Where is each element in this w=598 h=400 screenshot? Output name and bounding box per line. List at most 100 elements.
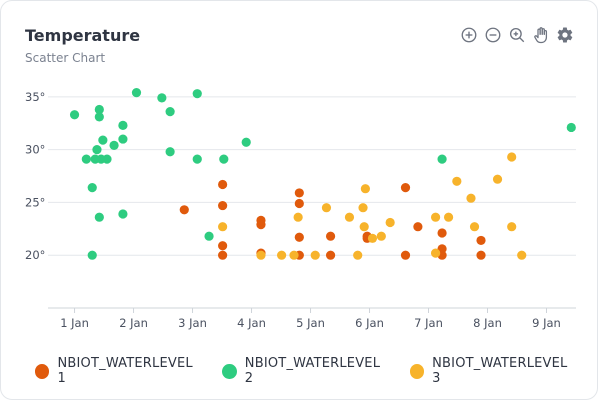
data-point-series-2 [192,154,202,164]
data-point-series-3 [277,250,287,260]
x-tick-label: 5 Jan [296,316,325,330]
data-point-series-1 [476,250,486,260]
data-point-series-3 [469,222,480,232]
data-point-series-3 [293,212,303,222]
x-tick-label: 3 Jan [178,316,207,330]
data-point-series-3 [443,212,454,222]
data-point-series-3 [376,231,386,241]
data-point-series-3 [492,174,503,184]
data-point-series-1 [218,241,228,251]
data-point-series-2 [219,154,229,164]
data-point-series-1 [437,244,447,254]
data-point-series-2 [92,145,102,155]
chart-legend: NBIOT_WATERLEVEL 1 NBIOT_WATERLEVEL 2 NBIO… [35,356,597,386]
y-tick-label: 25° [25,195,45,209]
data-point-series-2 [192,89,202,99]
data-point-series-3 [358,203,368,213]
x-tick-label: 9 Jan [532,316,561,330]
data-point-series-3 [360,184,370,194]
data-point-series-2 [131,88,142,98]
data-point-series-1 [256,219,266,230]
data-point-series-3 [466,193,476,203]
data-point-series-2 [165,107,175,117]
data-point-series-2 [118,134,128,144]
data-point-series-1 [218,250,228,260]
data-point-series-1 [179,205,189,215]
legend-marker [35,363,50,379]
data-point-series-2 [118,209,128,219]
data-point-series-1 [437,228,447,238]
y-tick-label: 20° [25,248,45,262]
scatter-plot: 20° 25° 30° 35° 1 Jan 2 Jan 3 Jan 4 Jan 5 Jan 6 J… [25,88,576,330]
pan-hand-icon[interactable] [529,23,553,47]
data-point-series-1 [218,200,228,211]
legend-item-series-2[interactable]: NBIOT_WATERLEVEL 2 [222,356,387,386]
data-point-series-2 [165,147,175,157]
data-point-series-3 [507,222,517,232]
data-point-series-2 [94,212,104,222]
y-tick-label: 30° [25,143,45,157]
data-point-series-1 [294,188,304,198]
legend-label: NBIOT_WATERLEVEL 2 [244,356,381,386]
legend-label: NBIOT_WATERLEVEL 3 [432,356,568,386]
data-point-series-3 [310,250,320,260]
x-tick-label: 6 Jan [355,316,384,330]
data-point-series-2 [94,112,104,122]
x-tick-label: 1 Jan [60,316,89,330]
data-point-series-3 [507,152,517,162]
data-point-series-3 [218,222,228,232]
chart-toolbar [457,23,577,47]
chart-subtitle: Scatter Chart [25,51,106,65]
data-point-series-3 [289,250,299,260]
data-point-series-2 [118,120,128,130]
reset-zoom-icon[interactable] [505,23,529,47]
data-point-series-2 [204,231,214,241]
data-point-series-3 [321,203,332,213]
data-point-series-2 [102,154,112,164]
data-point-series-3 [385,217,395,228]
data-point-series-2 [94,104,104,115]
data-point-series-1 [400,183,411,193]
legend-marker [222,363,237,379]
data-point-series-3 [367,233,378,243]
settings-gear-icon[interactable] [553,23,577,47]
data-point-series-2 [437,154,447,164]
data-point-series-2 [98,135,108,145]
data-point-series-3 [353,250,363,260]
y-tick-label: 35° [25,90,45,104]
data-point-series-3 [344,212,355,222]
legend-marker [409,363,425,379]
legend-label: NBIOT_WATERLEVEL 1 [57,356,193,386]
data-point-series-1 [476,235,486,246]
chart-title: Temperature [25,26,141,45]
x-tick-label: 2 Jan [119,316,148,330]
x-tick-label: 4 Jan [237,316,266,330]
data-point-series-3 [430,212,441,222]
data-point-series-2 [69,110,80,120]
data-point-series-2 [87,250,97,260]
data-point-series-2 [109,140,119,151]
data-point-series-3 [452,176,462,186]
data-point-series-3 [517,250,527,260]
data-point-series-3 [256,250,266,260]
x-tick-label: 8 Jan [473,316,502,330]
data-point-series-2 [87,183,97,193]
data-point-series-2 [81,154,91,164]
legend-item-series-1[interactable]: NBIOT_WATERLEVEL 1 [35,356,200,386]
data-point-series-1 [400,250,411,260]
legend-item-series-3[interactable]: NBIOT_WATERLEVEL 3 [409,356,575,386]
data-point-series-1 [413,222,423,232]
data-point-series-2 [157,93,167,103]
data-point-series-1 [325,250,336,260]
data-point-series-1 [325,231,336,241]
zoom-in-icon[interactable] [457,23,481,47]
x-tick-label: 7 Jan [414,316,443,330]
data-point-series-3 [359,222,369,232]
data-point-series-1 [294,232,304,242]
data-point-series-2 [566,122,576,133]
data-point-series-1 [218,179,228,190]
data-point-series-1 [294,198,304,209]
zoom-out-icon[interactable] [481,23,505,47]
data-point-series-3 [430,248,441,258]
